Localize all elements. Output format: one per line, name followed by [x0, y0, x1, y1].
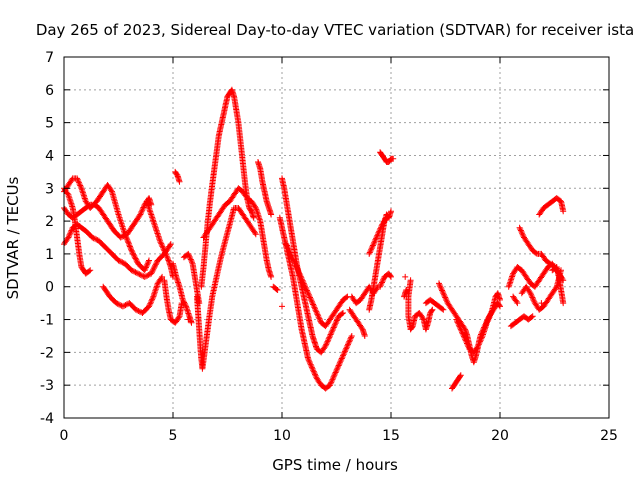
- y-tick-label: 2: [45, 214, 54, 230]
- y-axis-label: SDTVAR / TECUs: [4, 176, 22, 299]
- chart-title: Day 265 of 2023, Sidereal Day-to-day VTE…: [36, 21, 634, 39]
- x-tick-label: 15: [382, 428, 400, 444]
- y-tick-label: -3: [40, 378, 54, 394]
- x-tick-label: 20: [491, 428, 509, 444]
- y-tick-label: -1: [40, 313, 54, 329]
- y-tick-label: 6: [45, 83, 54, 99]
- y-tick-label: 7: [45, 50, 54, 66]
- y-tick-label: -4: [40, 411, 54, 427]
- x-tick-label: 25: [600, 428, 618, 444]
- y-tick-label: 4: [45, 148, 54, 164]
- y-tick-label: 0: [45, 280, 54, 296]
- x-axis-label: GPS time / hours: [272, 456, 398, 474]
- y-tick-label: 3: [45, 181, 54, 197]
- x-tick-label: 10: [273, 428, 291, 444]
- y-tick-label: 5: [45, 116, 54, 132]
- plot-frame: [63, 56, 610, 419]
- axis-ticks: 0 5 10 15 20 25 -4 -3 -2 -1 0 1 2 3 4 5 6 7: [40, 50, 618, 444]
- y-tick-label: -2: [40, 345, 54, 361]
- x-tick-label: 0: [60, 428, 69, 444]
- x-tick-label: 5: [169, 428, 178, 444]
- y-tick-label: 1: [45, 247, 54, 263]
